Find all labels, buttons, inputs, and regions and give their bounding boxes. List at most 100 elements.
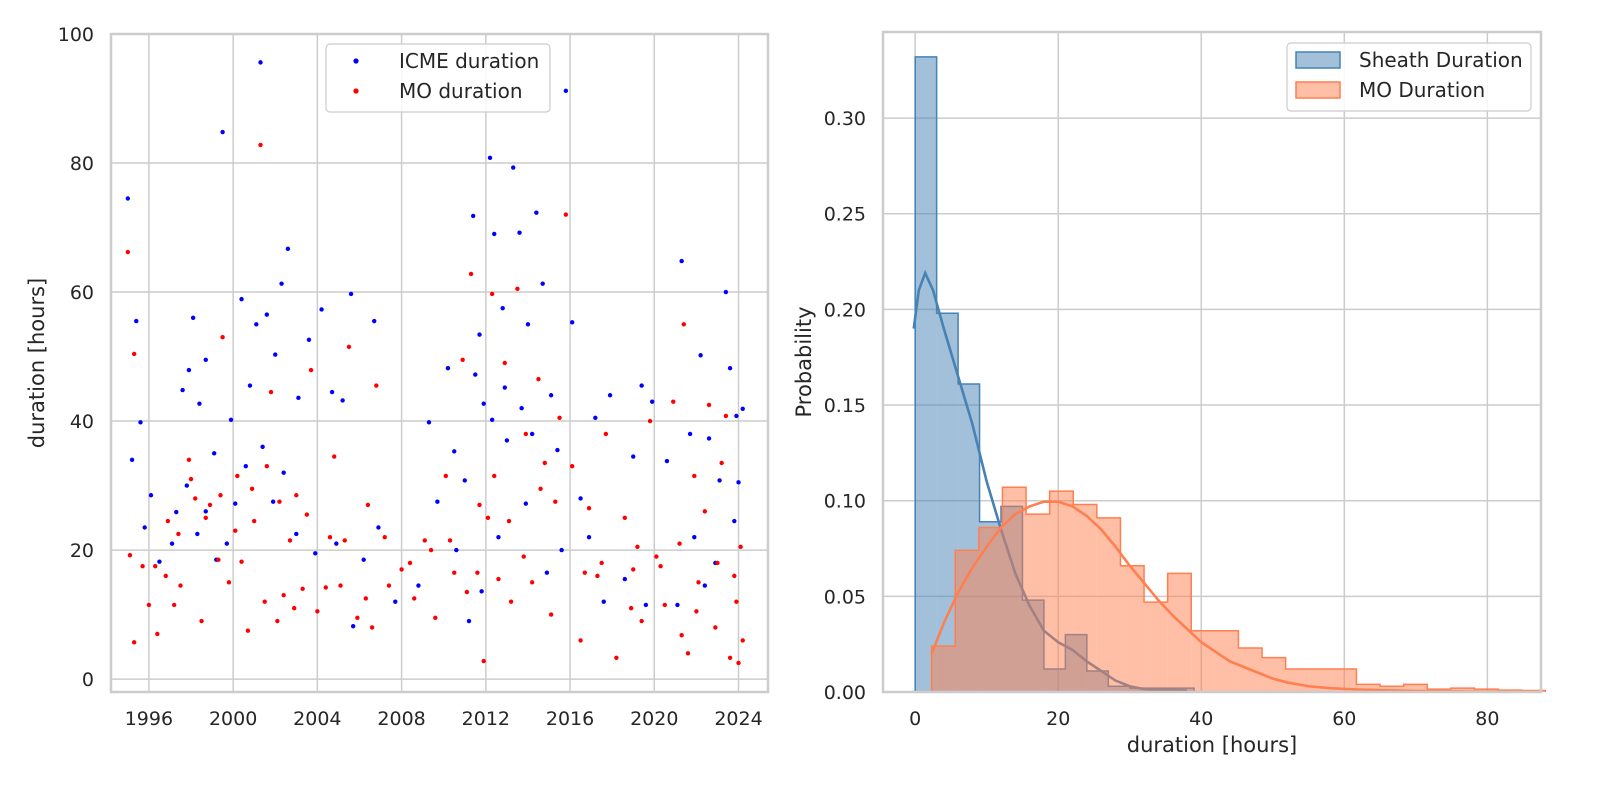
data-point xyxy=(502,360,507,366)
data-point xyxy=(148,493,154,498)
data-point xyxy=(361,557,366,562)
data-point xyxy=(296,395,301,401)
data-point xyxy=(647,418,653,424)
histogram-bar xyxy=(1144,602,1168,692)
data-point xyxy=(372,318,377,324)
x-tick-label: 2024 xyxy=(714,708,762,730)
data-point xyxy=(184,483,190,488)
legend-label: ICME duration xyxy=(399,49,539,73)
data-point xyxy=(125,196,131,201)
data-point xyxy=(464,589,470,595)
data-point xyxy=(734,599,739,604)
data-point xyxy=(220,129,225,135)
histogram-bar xyxy=(915,56,937,692)
data-point xyxy=(702,583,708,588)
x-tick-label: 40 xyxy=(1189,708,1213,730)
data-point xyxy=(239,296,244,302)
data-point xyxy=(233,528,238,533)
histogram-bar xyxy=(978,527,1003,692)
data-point xyxy=(294,493,299,498)
data-point xyxy=(251,518,257,524)
data-point xyxy=(635,544,640,550)
y-tick-label: 60 xyxy=(70,282,94,304)
data-point xyxy=(540,281,545,286)
data-point xyxy=(713,625,718,630)
data-point xyxy=(369,625,375,630)
data-point xyxy=(681,322,686,327)
data-point xyxy=(452,449,457,454)
y-tick-label: 0.05 xyxy=(824,586,866,608)
series-mo-duration xyxy=(930,486,1547,694)
data-point xyxy=(675,602,680,608)
data-point xyxy=(622,515,628,521)
data-point xyxy=(694,609,699,614)
histogram-bar xyxy=(1332,669,1357,692)
data-point xyxy=(165,518,171,524)
y-tick-label: 80 xyxy=(70,153,94,175)
data-point xyxy=(500,305,505,311)
data-point xyxy=(487,155,493,161)
data-point xyxy=(275,618,280,624)
data-point xyxy=(273,352,278,357)
data-point xyxy=(643,602,649,608)
data-point xyxy=(327,534,333,540)
data-point xyxy=(569,464,575,469)
data-point xyxy=(340,398,345,403)
data-point xyxy=(287,538,293,543)
data-point xyxy=(399,567,404,572)
data-point xyxy=(698,353,703,358)
data-point xyxy=(664,458,670,464)
histogram-step-outline xyxy=(930,486,1547,692)
data-point xyxy=(719,460,724,466)
y-tick-label: 0.10 xyxy=(824,491,866,513)
y-tick-label: 40 xyxy=(70,411,94,433)
data-point xyxy=(285,246,291,252)
data-point xyxy=(254,322,259,327)
data-point xyxy=(249,486,255,491)
plot-frame xyxy=(109,32,770,694)
data-point xyxy=(538,486,543,491)
data-point xyxy=(407,560,413,566)
histogram-bar xyxy=(955,550,979,692)
legend-box xyxy=(325,43,551,113)
data-point xyxy=(622,576,628,582)
data-point xyxy=(218,493,223,498)
data-point xyxy=(125,249,131,255)
legend-box xyxy=(1286,42,1532,112)
data-point xyxy=(195,531,200,537)
data-point xyxy=(489,417,495,422)
data-point xyxy=(180,387,185,393)
data-point xyxy=(582,570,587,575)
data-point xyxy=(178,583,183,588)
data-point xyxy=(578,638,583,643)
data-point xyxy=(727,655,733,661)
legend: Sheath Duration MO Duration xyxy=(1286,42,1532,112)
data-point xyxy=(687,431,693,437)
x-tick-label: 2012 xyxy=(462,708,510,730)
legend-swatch xyxy=(1295,81,1341,99)
data-point xyxy=(477,502,482,508)
data-point xyxy=(186,457,192,462)
data-point xyxy=(492,231,497,237)
data-point xyxy=(174,509,179,515)
series-mo-duration xyxy=(125,142,745,666)
data-point xyxy=(517,230,522,235)
scatter-panel: 1996 2000 2004 2008 2012 2016 2020 2024 0 20 40 60 8… xyxy=(25,24,770,730)
data-point xyxy=(555,447,560,453)
data-point xyxy=(548,393,554,398)
data-point xyxy=(723,289,729,295)
data-point xyxy=(548,612,554,617)
legend: ICME duration MO duration xyxy=(325,43,551,113)
data-point xyxy=(258,142,263,148)
data-point xyxy=(216,557,221,562)
data-point xyxy=(649,399,655,404)
data-point xyxy=(470,213,476,219)
data-point xyxy=(233,501,238,506)
data-point xyxy=(382,534,387,540)
data-point xyxy=(374,383,379,388)
data-point xyxy=(308,367,314,373)
data-point xyxy=(338,583,343,588)
data-point xyxy=(443,473,449,479)
data-point xyxy=(346,344,352,350)
legend-marker xyxy=(353,88,359,94)
